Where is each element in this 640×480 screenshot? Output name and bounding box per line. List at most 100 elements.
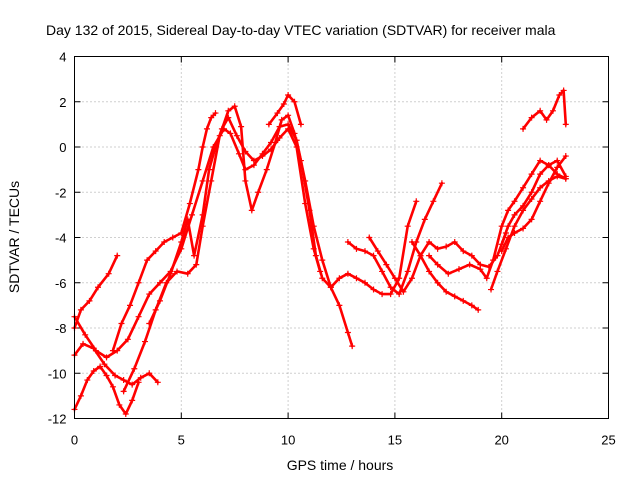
data-point (178, 239, 185, 246)
data-point (188, 211, 195, 218)
data-point (475, 306, 482, 313)
data-point (231, 103, 238, 110)
data-point (77, 392, 84, 399)
data-point (146, 291, 153, 298)
data-point (259, 153, 266, 160)
data-point (528, 216, 535, 223)
data-point (120, 377, 127, 384)
data-point (319, 257, 326, 264)
data-point (127, 302, 134, 309)
data-point (468, 302, 475, 309)
data-point (103, 354, 110, 361)
data-point (537, 171, 544, 178)
data-point (520, 225, 527, 232)
data-point (505, 234, 512, 241)
data-point (537, 184, 544, 191)
data-point (511, 229, 518, 236)
data-point (505, 223, 512, 230)
data-point (361, 279, 368, 286)
data-point (460, 297, 467, 304)
data-point (498, 223, 505, 230)
markers-track-8 (265, 91, 304, 128)
data-point (421, 216, 428, 223)
data-point (443, 243, 450, 250)
y-tick-label: -12 (48, 412, 67, 427)
data-point (212, 144, 219, 150)
data-point (265, 121, 272, 128)
markers-track-14 (498, 157, 569, 248)
data-point (263, 166, 270, 173)
series-track-16 (521, 89, 568, 131)
data-point (199, 211, 206, 218)
markers-track-3 (71, 363, 142, 417)
data-point (203, 125, 210, 132)
data-point (285, 91, 292, 98)
data-point (154, 379, 161, 386)
data-point (505, 207, 512, 214)
data-point (327, 284, 334, 291)
data-point (528, 171, 535, 178)
data-point (250, 157, 257, 164)
data-point (511, 198, 518, 205)
data-point (383, 261, 390, 268)
data-point (276, 134, 283, 141)
x-tick-label: 5 (178, 433, 185, 448)
data-point (317, 268, 324, 275)
data-point (208, 177, 215, 184)
data-point (141, 338, 148, 345)
data-point (238, 123, 245, 130)
data-point (511, 211, 518, 218)
x-axis-ticks: 0 5 10 15 20 25 (71, 56, 616, 448)
markers-track-12 (426, 157, 569, 282)
data-point (193, 261, 200, 268)
data-point (242, 148, 249, 155)
data-point (490, 257, 497, 264)
data-point (291, 130, 298, 137)
data-point (248, 207, 255, 214)
data-point (387, 291, 394, 298)
markers-track-13 (488, 173, 569, 293)
data-point (169, 234, 176, 241)
data-point (349, 343, 356, 350)
data-point (366, 234, 373, 241)
data-point (445, 270, 452, 277)
data-point (370, 286, 377, 293)
data-point (278, 116, 285, 123)
y-tick-label: -8 (55, 321, 67, 336)
data-point (408, 275, 415, 282)
markers-track-16 (520, 87, 569, 132)
markers-track-2 (71, 340, 161, 388)
data-point (94, 284, 101, 291)
data-point (562, 153, 569, 160)
data-point (387, 284, 394, 291)
data-point (400, 288, 407, 295)
data-point (156, 297, 163, 304)
data-point (426, 239, 433, 246)
data-point (146, 320, 153, 327)
data-point (135, 279, 142, 286)
data-point (528, 114, 535, 121)
data-point (114, 252, 121, 259)
grid-lines (74, 56, 609, 419)
data-point (280, 101, 287, 108)
x-tick-label: 10 (281, 433, 295, 448)
data-point (455, 266, 462, 273)
data-point (528, 196, 535, 203)
data-point (109, 347, 116, 354)
data-point (353, 245, 360, 252)
data-point (84, 377, 91, 384)
data-point (103, 372, 110, 379)
data-point (227, 130, 234, 137)
data-point (374, 248, 381, 255)
data-point (336, 302, 343, 309)
data-point (167, 270, 174, 277)
data-point (291, 98, 298, 105)
series-track-8 (267, 93, 303, 126)
data-point (120, 388, 127, 395)
data-point (545, 162, 552, 169)
data-point (199, 144, 206, 150)
data-point (184, 270, 191, 277)
data-point (208, 114, 215, 121)
data-point (483, 275, 490, 282)
data-point (426, 252, 433, 259)
